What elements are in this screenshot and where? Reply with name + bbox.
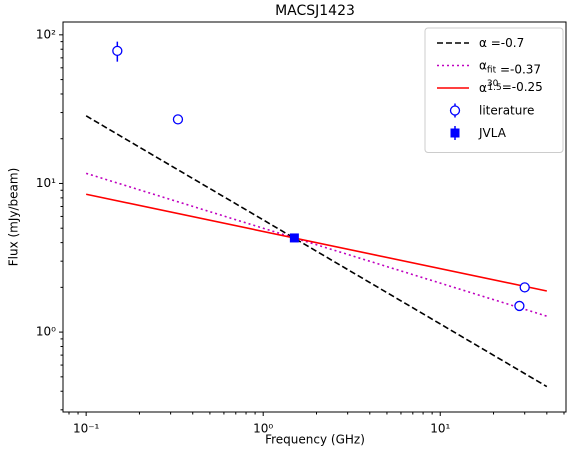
marker [449,105,461,116]
legend-label-part: 1.5 [487,83,501,93]
legend-label: α =-0.7 [479,36,524,50]
marker [450,128,460,138]
y-axis-label: Flux (mJy/beam) [7,168,21,267]
legend-label-part: =-0.7 [487,36,524,50]
legend-label-part: =-0.25 [502,80,543,94]
legend-label: α301.5=-0.25 [479,79,543,95]
x-tick-label: 10⁻¹ [73,422,100,436]
legend-label-part: =-0.37 [496,62,541,76]
line [85,115,548,388]
legend-label: αfit =-0.37 [479,58,541,76]
legend-label: literature [479,103,534,117]
legend-label-part: α [479,81,487,95]
legend-label-part: fit [487,65,497,75]
x-tick-label: 10¹ [430,422,450,436]
legend-label-part: 30 [487,79,499,89]
marker [172,114,184,125]
marker [289,233,299,243]
legend-label-part: α [479,58,487,72]
legend-label-part: JVLA [478,126,507,140]
legend-label-part: α [479,36,487,50]
y-tick-label: 10² [36,27,56,41]
legend-label: JVLA [478,126,507,140]
legend-label-part: literature [479,103,534,117]
line [85,193,547,292]
marker [112,45,123,57]
x-axis-label: Frequency (GHz) [265,433,365,447]
marker [519,282,530,293]
x-tick-label: 10⁰ [253,422,273,436]
y-tick-label: 10⁰ [36,325,56,339]
plot-frame [62,21,567,413]
marker [514,300,525,312]
line [85,172,548,317]
y-tick-label: 10¹ [36,176,56,190]
chart-title: MACSJ1423 [275,3,355,19]
legend-box [424,27,564,153]
